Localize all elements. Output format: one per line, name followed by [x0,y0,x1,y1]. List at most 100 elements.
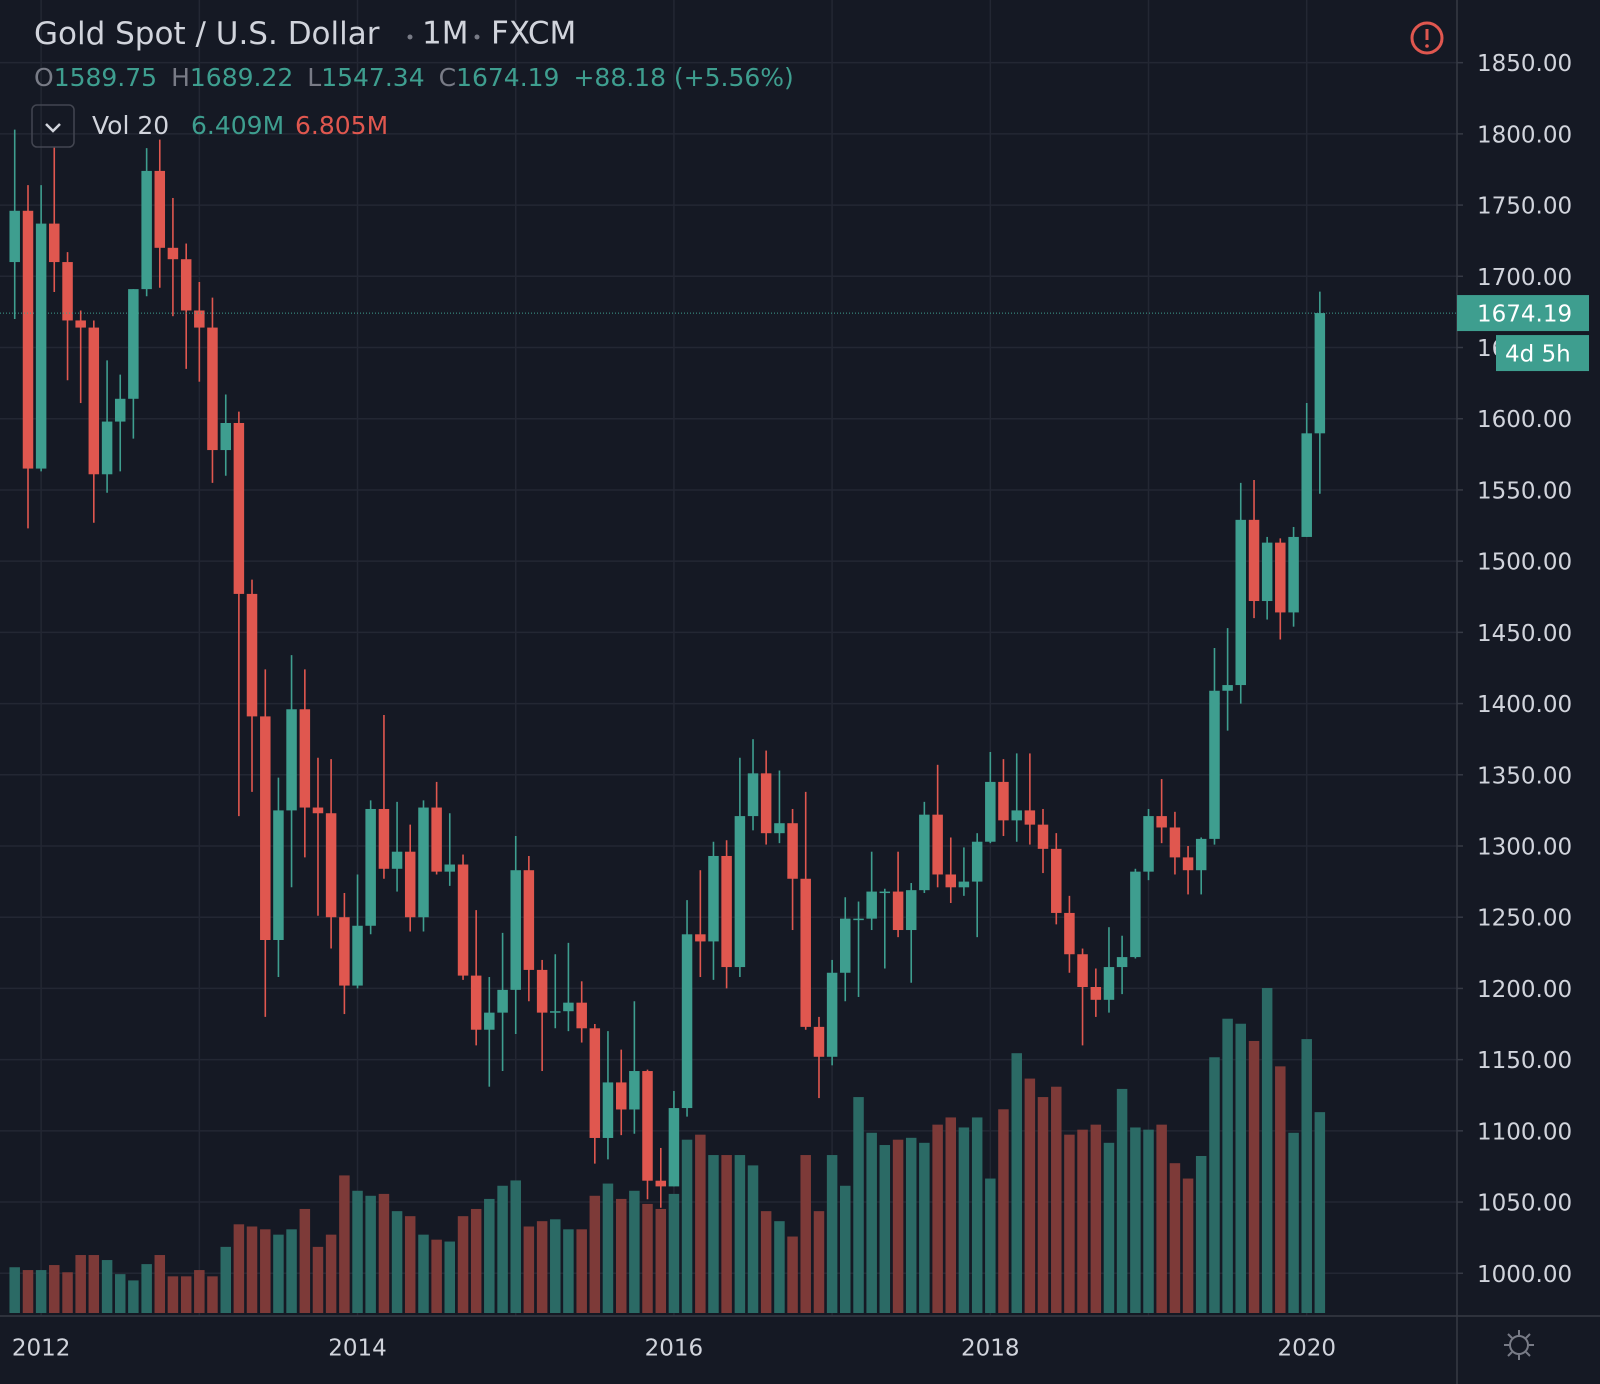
volume-bar [998,1109,1009,1313]
volume-bar [1037,1097,1049,1313]
volume-bar [523,1226,535,1313]
alert-icon-dot [1425,44,1429,48]
candle-body [721,855,732,968]
volume-ma: 6.805M [295,111,388,140]
open: 1589.75 [54,63,157,92]
axes: 1000.00 1050.00 1100.00 1150.00 1200.00 1250.… [12,51,1589,1362]
y-tick-label: 1850.00 [1477,51,1572,77]
y-tick-label: 1400.00 [1477,692,1572,718]
title: Gold Spot / U.S. Dollar [34,16,380,52]
candle-body [919,814,930,891]
volume-bar [866,1132,877,1313]
volume-bar [945,1117,957,1313]
volume-bar [510,1180,521,1313]
ohlc: O1589.75 H1689.22 L1547.34 C1674.19 +88.18 (… [34,63,794,92]
volume-bar [1222,1018,1233,1313]
volume-bar [431,1239,442,1313]
alert-icon[interactable] [1410,21,1444,55]
volume-bar [1301,1039,1312,1313]
label: H [171,63,190,92]
candle-body [958,881,970,888]
candle-body [879,891,891,894]
separator [407,34,413,40]
y-tick-label: 1250.00 [1477,906,1572,932]
volume-bar [800,1155,811,1313]
volume-bar [22,1270,34,1313]
volume-bar [9,1267,20,1313]
candle-body [1051,848,1062,913]
countdown-tag [1496,335,1589,372]
volume-bar [747,1165,759,1313]
volume-bar [167,1276,179,1313]
volume-bar [49,1265,60,1313]
candle-body [1037,824,1049,849]
candle-body [1301,433,1312,537]
label: C [439,63,456,92]
candle-body [523,870,535,970]
x-tick-label: 2014 [328,1336,387,1362]
x-tick-label: 2020 [1277,1336,1336,1362]
volume-bar [312,1246,324,1313]
settings-icon-rays [1504,1330,1534,1360]
candle-body [1064,912,1075,955]
volume-bar [668,1193,680,1313]
candle-body [747,773,759,817]
candle-body [444,864,456,872]
candle-body [352,925,363,986]
volume-bar [734,1155,746,1313]
y-tick-label: 1100.00 [1477,1119,1572,1145]
candle-body [971,841,983,882]
volume-bar [1182,1178,1194,1313]
candle-body [1314,313,1326,434]
volume-bar [378,1193,390,1313]
settings-icon[interactable] [1509,1335,1529,1355]
last-price-label: 1674.19 [1477,302,1572,328]
candle-body [1090,987,1102,1000]
volume-bar [1064,1134,1075,1313]
candle-body [88,327,100,475]
volume-bar [681,1139,693,1313]
y-tick-label: 1300.00 [1477,835,1572,861]
volume-bar [62,1272,73,1313]
candle-body [1209,690,1220,839]
volume-bar [35,1270,47,1313]
volume-bar [629,1190,640,1313]
volume-bar [905,1137,917,1313]
volume-bar [1090,1124,1102,1313]
candle-body [1182,857,1194,871]
candle-body [101,421,113,475]
volume-bar [180,1276,192,1313]
volume-bar [286,1229,297,1313]
candle-body [273,810,284,940]
candle-body [220,423,231,451]
volume-bar [695,1134,706,1313]
volume-bar [536,1221,548,1313]
candle-body [602,1082,614,1138]
volume-bar [233,1224,245,1313]
candle-body [1275,542,1286,613]
candle-body [1024,810,1036,825]
volume-bar [813,1211,825,1313]
volume-bar [404,1216,416,1313]
candle-body [800,878,811,1027]
y-tick-label: 1550.00 [1477,478,1572,504]
collapse-button[interactable] [31,104,75,148]
volume-bar [325,1234,337,1313]
candle-body [945,874,957,888]
candle-body [1288,536,1299,613]
high: 1689.22 [190,63,293,92]
volume-value: 6.409M [191,111,284,140]
candle-body [1143,816,1154,872]
volume-bar [721,1155,732,1313]
volume-bar [141,1264,152,1313]
candle-body [233,423,245,594]
candle-body [774,823,785,834]
candle-body [760,773,772,834]
candle-body [484,1012,495,1030]
volume-bar [602,1183,614,1313]
volume-title: Vol 20 [92,111,169,140]
candle-body [1195,838,1207,871]
candle-body [365,808,376,926]
candle-body [194,310,205,328]
candle-body [325,813,337,918]
